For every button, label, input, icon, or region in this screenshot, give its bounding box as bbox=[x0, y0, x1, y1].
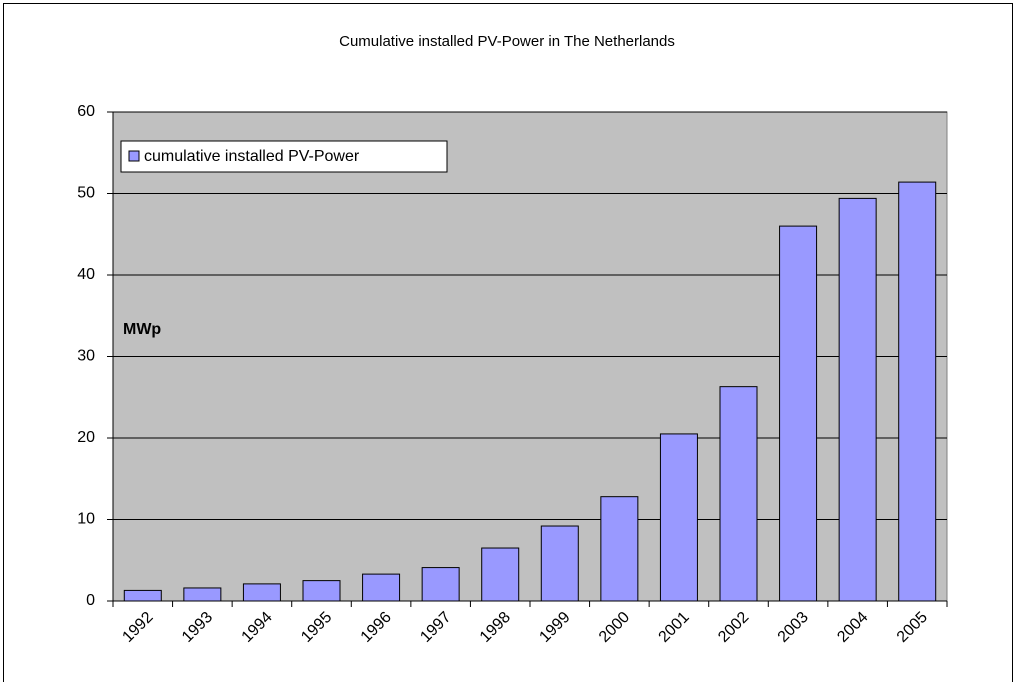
legend-box bbox=[120, 140, 448, 173]
bar bbox=[421, 567, 460, 602]
bar bbox=[362, 573, 401, 602]
bar bbox=[600, 496, 639, 602]
legend-label: cumulative installed PV-Power bbox=[144, 148, 360, 165]
bar bbox=[242, 583, 281, 602]
y-axis-label: MWp bbox=[123, 321, 161, 338]
bar bbox=[481, 547, 520, 602]
bar bbox=[302, 580, 341, 602]
bar bbox=[123, 589, 162, 602]
y-tick-label: 0 bbox=[86, 592, 95, 609]
y-tick-label: 40 bbox=[77, 266, 95, 283]
bar bbox=[838, 197, 877, 602]
y-tick-label: 20 bbox=[77, 429, 95, 446]
legend-swatch bbox=[128, 150, 140, 162]
chart-title: Cumulative installed PV-Power in The Net… bbox=[339, 33, 675, 50]
y-tick-label: 30 bbox=[77, 348, 95, 365]
bar bbox=[719, 386, 758, 602]
bar bbox=[659, 433, 698, 602]
bar bbox=[540, 525, 579, 602]
bar bbox=[183, 587, 222, 602]
y-tick-label: 50 bbox=[77, 185, 95, 202]
bar bbox=[779, 225, 818, 602]
y-tick-label: 60 bbox=[77, 103, 95, 120]
bar bbox=[898, 181, 937, 602]
y-tick-label: 10 bbox=[77, 511, 95, 528]
